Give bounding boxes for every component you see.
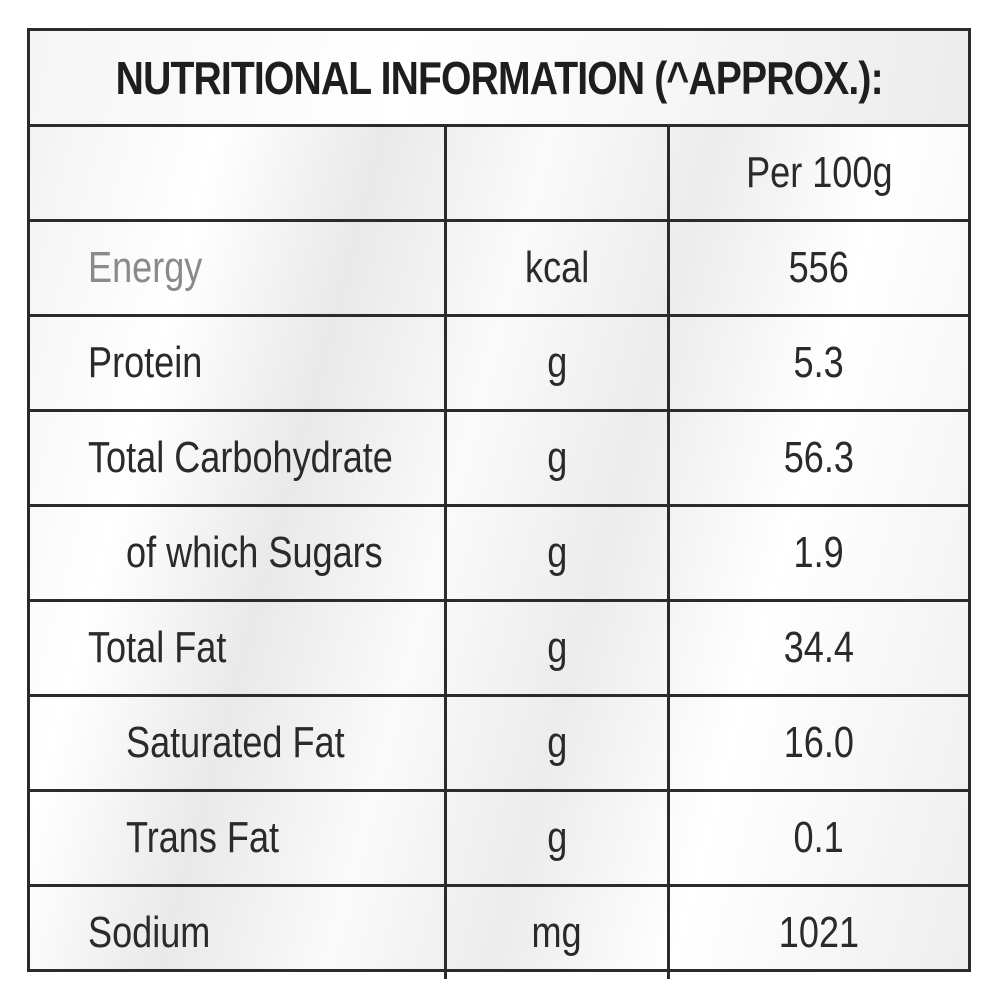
nutrient-name: Total Fat <box>30 599 447 697</box>
header-per-100g: Per 100g <box>667 127 968 222</box>
nutrient-value: 56.3 <box>667 409 968 507</box>
header-unit-cell <box>444 127 670 222</box>
nutrient-value: 16.0 <box>667 694 968 792</box>
nutrition-title-text: NUTRITIONAL INFORMATION (^APPROX.): <box>115 51 883 104</box>
nutrient-value: 1021 <box>667 884 968 979</box>
nutrient-value: 556 <box>667 219 968 317</box>
nutrient-value: 34.4 <box>667 599 968 697</box>
table-row: Sodium mg 1021 <box>30 884 968 979</box>
header-nutrient-cell <box>30 127 447 222</box>
nutrient-value: 0.1 <box>667 789 968 887</box>
table-row: Total Carbohydrate g 56.3 <box>30 409 968 507</box>
nutrient-name: Saturated Fat <box>30 694 447 792</box>
table-header-row: Per 100g <box>30 127 968 222</box>
table-row: Total Fat g 34.4 <box>30 599 968 697</box>
nutrient-unit: g <box>444 504 670 602</box>
nutrient-name: of which Sugars <box>30 504 447 602</box>
nutrient-name: Trans Fat <box>30 789 447 887</box>
nutrient-name: Energy <box>30 219 447 317</box>
nutrient-name: Total Carbohydrate <box>30 409 447 507</box>
table-row: Energy kcal 556 <box>30 219 968 317</box>
nutrient-name: Sodium <box>30 884 447 979</box>
nutrient-unit: kcal <box>444 219 670 317</box>
table-row: Protein g 5.3 <box>30 314 968 412</box>
nutrient-unit: g <box>444 599 670 697</box>
table-row: Saturated Fat g 16.0 <box>30 694 968 792</box>
nutrient-unit: mg <box>444 884 670 979</box>
nutrition-table: Per 100g Energy kcal 556 Protein g 5.3 T… <box>30 127 968 979</box>
table-row: of which Sugars g 1.9 <box>30 504 968 602</box>
nutrition-label: NUTRITIONAL INFORMATION (^APPROX.): Per … <box>27 28 971 979</box>
nutrient-value: 5.3 <box>667 314 968 412</box>
table-row: Trans Fat g 0.1 <box>30 789 968 887</box>
nutrient-unit: g <box>444 694 670 792</box>
nutrient-unit: g <box>444 314 670 412</box>
nutrient-unit: g <box>444 409 670 507</box>
nutrition-title: NUTRITIONAL INFORMATION (^APPROX.): <box>30 31 968 127</box>
nutrient-unit: g <box>444 789 670 887</box>
nutrient-name: Protein <box>30 314 447 412</box>
nutrient-value: 1.9 <box>667 504 968 602</box>
